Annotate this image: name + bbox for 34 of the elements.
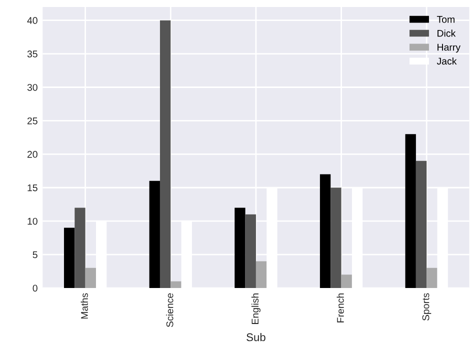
bar	[341, 274, 352, 288]
y-tick-label: 0	[32, 284, 38, 292]
bar	[170, 281, 182, 288]
x-tick-label: English	[251, 294, 260, 324]
bar	[234, 208, 246, 288]
legend-label: Dick	[438, 30, 456, 37]
y-tick-label: 30	[27, 84, 38, 91]
bar	[256, 261, 267, 288]
y-tick-label: 25	[27, 117, 38, 124]
bar	[245, 214, 256, 288]
y-tick-label: 5	[32, 251, 38, 258]
y-tick-label: 35	[27, 50, 38, 58]
x-axis-title: Sub	[246, 333, 266, 342]
bar	[149, 180, 160, 288]
bar	[426, 268, 438, 288]
bar	[85, 268, 96, 288]
bar	[320, 174, 331, 288]
bar	[74, 208, 86, 288]
legend-label: Jack	[436, 57, 457, 65]
x-tick-label: Maths	[80, 293, 88, 319]
y-tick-label: 40	[27, 17, 38, 24]
x-tick-label: Science	[166, 293, 174, 328]
bar	[330, 188, 342, 288]
bar	[160, 20, 171, 288]
x-tick-label: Sports	[422, 293, 432, 321]
legend-label: Harry	[438, 44, 460, 53]
y-tick-label: 20	[27, 150, 38, 158]
legend-label: Tom	[436, 16, 454, 23]
bar	[405, 134, 416, 288]
bar	[64, 228, 75, 288]
y-tick-label: 15	[28, 184, 38, 192]
y-tick-label: 10	[28, 218, 38, 225]
bar	[416, 160, 427, 288]
x-tick-label: French	[336, 294, 344, 322]
